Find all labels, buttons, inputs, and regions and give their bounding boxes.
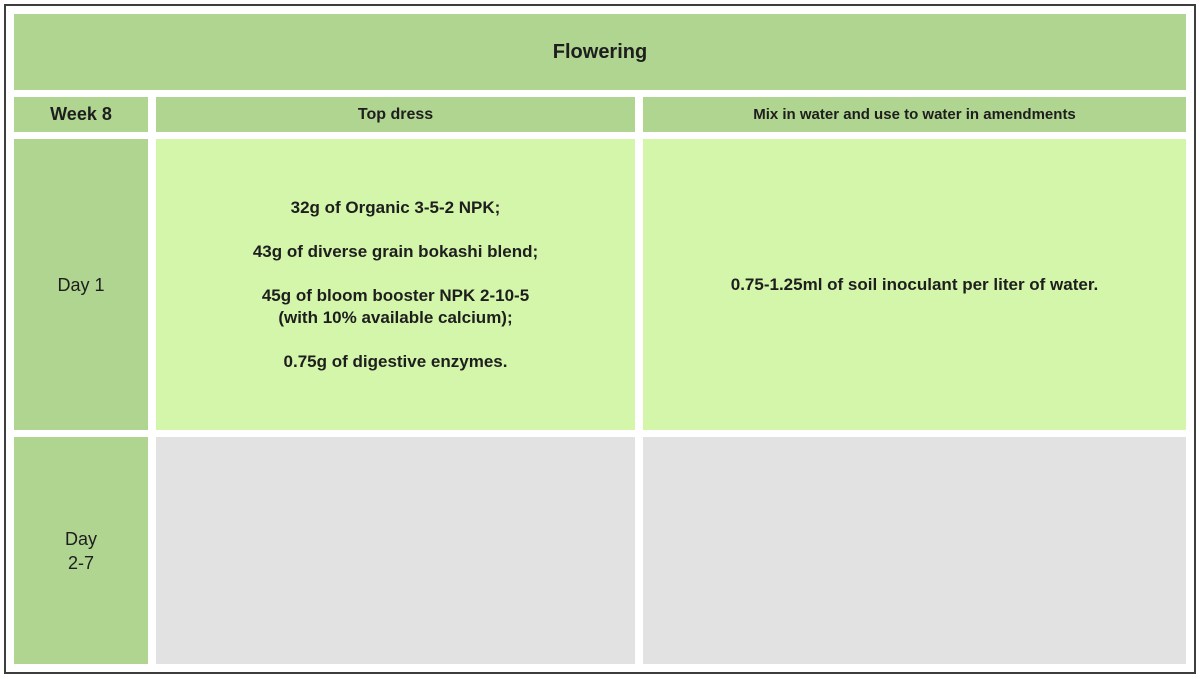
day-1-water-mix-text: 0.75-1.25ml of soil inoculant per liter … — [730, 274, 1099, 294]
header-top-dress: Top dress — [156, 97, 635, 132]
day-1-top-dress-list: 32g of Organic 3-5-2 NPK; 43g of diverse… — [253, 197, 538, 373]
flowering-schedule-table: Flowering Week 8 Top dress Mix in water … — [14, 14, 1186, 664]
day-2-7-top-dress-cell — [156, 437, 635, 664]
top-dress-item: 43g of diverse grain bokashi blend; — [252, 241, 539, 261]
header-water-mix: Mix in water and use to water in amendme… — [643, 97, 1186, 132]
day-2-7-label-cell: Day 2-7 — [14, 437, 148, 664]
header-week-8: Week 8 — [14, 97, 148, 132]
top-dress-item: 45g of bloom booster NPK 2-10-5 (with 10… — [261, 285, 530, 327]
table-title: Flowering — [14, 14, 1186, 90]
day-2-7-water-mix-cell — [643, 437, 1186, 664]
top-dress-item: 0.75g of digestive enzymes. — [283, 351, 508, 371]
top-dress-item: 32g of Organic 3-5-2 NPK; — [290, 197, 501, 217]
day-1-top-dress-cell: 32g of Organic 3-5-2 NPK; 43g of diverse… — [156, 139, 635, 430]
day-1-label-cell: Day 1 — [14, 139, 148, 430]
table-outer-frame: Flowering Week 8 Top dress Mix in water … — [4, 4, 1196, 674]
day-1-water-mix-cell: 0.75-1.25ml of soil inoculant per liter … — [643, 139, 1186, 430]
